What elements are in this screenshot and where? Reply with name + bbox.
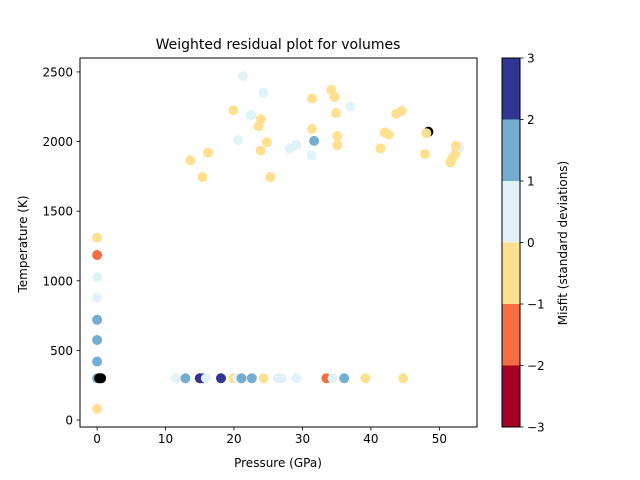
data-point [200,373,211,384]
y-tick-label: 2500 [42,65,73,79]
colorbar-tick-label: 0 [527,236,535,250]
data-point [203,147,213,158]
data-point [360,373,371,384]
data-point [307,93,318,104]
data-point [92,232,103,243]
x-tick-label: 40 [363,432,378,446]
colorbar-tick-label: 2 [527,113,535,127]
x-tick-label: 30 [295,432,310,446]
data-point [306,150,317,161]
x-tick-label: 50 [432,432,447,446]
data-point [185,155,196,166]
data-point [255,145,266,156]
colorbar-band [502,242,520,304]
y-tick-label: 2000 [42,135,73,149]
chart-title: Weighted residual plot for volumes [156,37,401,53]
data-point [327,373,338,384]
colorbar-tick-label: −1 [527,298,545,312]
data-point [261,137,272,148]
data-point [265,172,276,183]
data-point [237,71,248,82]
data-point [332,130,343,141]
colorbar-tick-label: 3 [527,52,535,66]
x-tick-label: 0 [93,432,101,446]
data-point [396,105,407,116]
data-point [92,356,103,367]
data-point [96,373,107,384]
colorbar-band [502,58,520,120]
data-point [258,373,269,384]
colorbar-band [502,365,520,427]
y-tick-label: 500 [50,344,73,358]
plot-area [92,71,465,414]
colorbar-band [502,119,520,181]
data-point [332,140,343,151]
y-axis-label: Temperature (K) [16,195,30,293]
data-point [180,373,191,384]
data-point [233,135,244,146]
data-point [170,373,181,384]
data-point [216,373,226,384]
data-point [276,373,287,384]
data-point [228,105,239,116]
data-point [450,140,461,151]
colorbar-tick-label: 1 [527,175,535,189]
data-point [331,108,341,118]
data-point [398,373,409,384]
x-tick-label: 10 [158,432,173,446]
data-point [258,87,269,98]
data-point [255,114,266,125]
y-tick-label: 1000 [42,274,73,288]
data-point [92,292,103,303]
data-point [92,314,103,325]
data-point [236,373,247,384]
data-point [92,250,103,261]
data-point [291,373,302,384]
colorbar: −3 −2 −1 0 1 2 3 [501,52,545,435]
data-point [329,91,340,102]
data-point [375,143,386,154]
data-point [421,128,432,139]
data-point [383,129,394,140]
data-point [339,373,350,384]
x-axis: 0 10 20 30 40 50 [93,427,447,446]
data-point [345,101,356,112]
y-tick-label: 0 [65,414,73,428]
data-point [197,172,208,183]
colorbar-label: Misfit (standard deviations) [556,161,570,325]
plot-frame [79,57,478,428]
y-axis: 0 500 1000 1500 2000 2500 [42,65,80,428]
data-point [419,149,430,160]
colorbar-band [502,181,520,243]
colorbar-tick-label: −2 [527,359,545,373]
y-tick-label: 1500 [42,205,73,219]
x-axis-label: Pressure (GPa) [234,456,322,470]
x-tick-label: 20 [226,432,241,446]
colorbar-band [502,304,520,366]
data-point [309,135,320,146]
data-point [92,403,103,414]
data-point [246,110,257,121]
data-point [291,140,302,151]
data-point [92,334,103,345]
data-point [92,272,103,283]
colorbar-tick-label: −3 [527,421,545,435]
data-point [246,373,257,384]
data-point [307,124,318,135]
